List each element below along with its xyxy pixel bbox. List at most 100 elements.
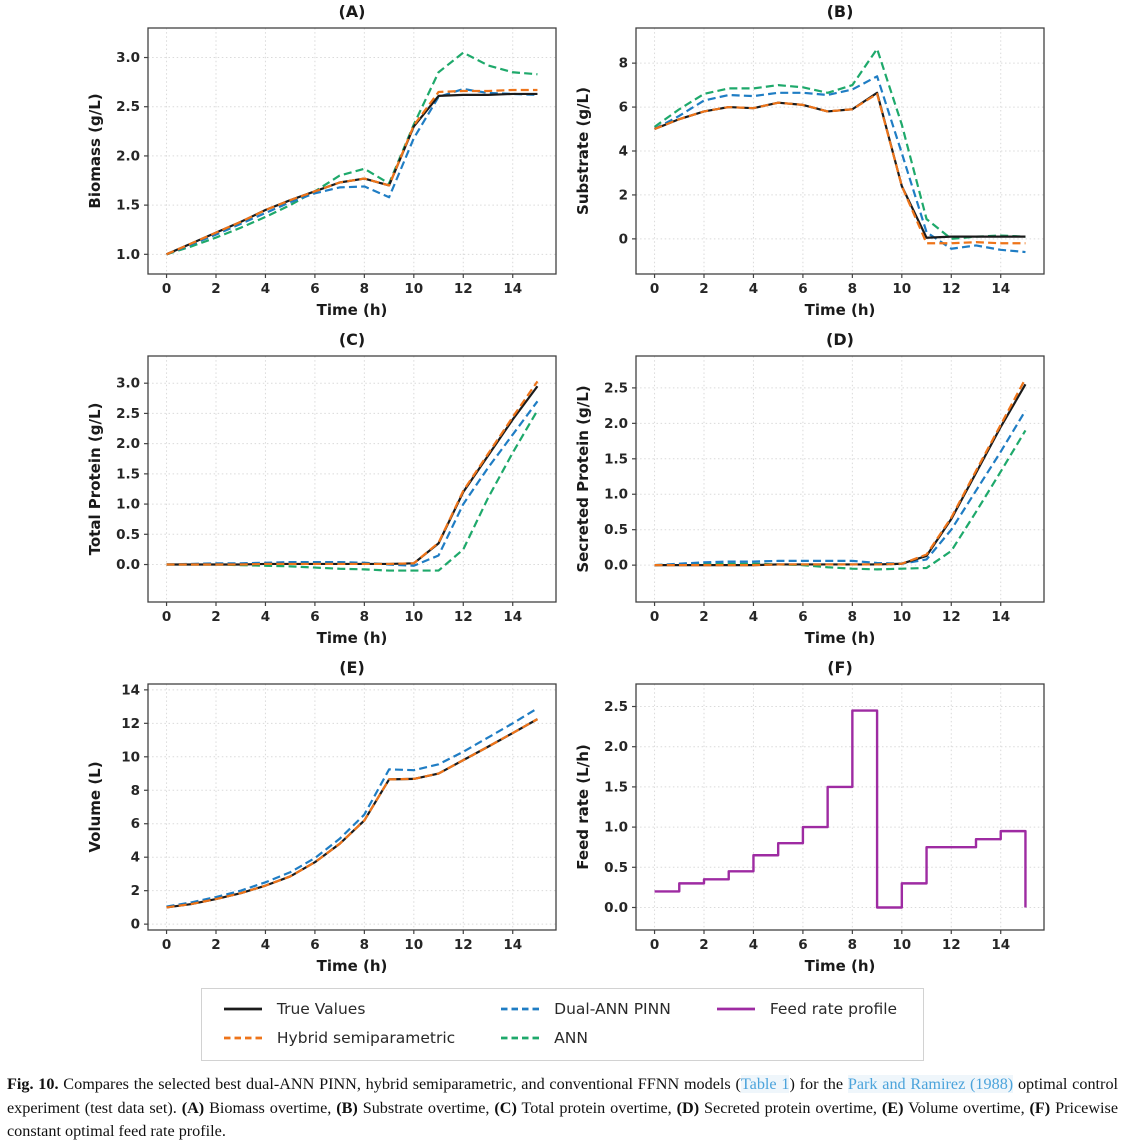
svg-text:0: 0 (162, 281, 171, 297)
tick-marks (144, 382, 514, 606)
svg-text:0.5: 0.5 (604, 522, 628, 538)
svg-text:12: 12 (942, 609, 961, 625)
caption-bold-text: (D) (676, 1098, 700, 1117)
feed-rate-profile-line-sample (716, 1007, 755, 1011)
svg-text:14: 14 (503, 937, 522, 953)
tick-labels: 0 2 4 6 8 10 12 14 0 2 4 6 8 10 12 14 (121, 682, 522, 953)
x-axis-label: Time (h) (317, 301, 388, 319)
chart-title: (C) (339, 330, 365, 349)
svg-text:2: 2 (619, 187, 628, 203)
legend-label: Dual-ANN PINN (554, 1000, 671, 1018)
charts-grid: 0 2 4 6 8 10 12 14 1.0 1.5 2.0 2.5 3.0 (A) Time (h) Bio… (86, 2, 1125, 980)
svg-text:0: 0 (162, 937, 171, 953)
svg-text:2.0: 2.0 (116, 148, 140, 164)
caption-bold-text: (F) (1029, 1098, 1051, 1117)
svg-text:6: 6 (798, 937, 807, 953)
svg-text:12: 12 (942, 281, 961, 297)
svg-text:0: 0 (162, 609, 171, 625)
series-dual-ann-pinn-line (166, 87, 538, 256)
svg-text:10: 10 (404, 609, 423, 625)
svg-text:6: 6 (310, 609, 319, 625)
chart-panel-D: 0 2 4 6 8 10 12 14 0.0 0.5 1.0 1.5 2.0 2.5 (D) Time (h)… (574, 330, 1054, 652)
ann-line-sample (501, 1036, 540, 1040)
svg-text:2.5: 2.5 (116, 99, 140, 115)
legend-label: Feed rate profile (769, 1000, 898, 1018)
park-ramirez-link[interactable]: Park and Ramirez (1988) (847, 1075, 1014, 1093)
svg-text:2.5: 2.5 (116, 406, 140, 422)
gridlines (148, 356, 556, 602)
svg-text:2.0: 2.0 (604, 416, 628, 432)
chart-title: (E) (339, 658, 365, 677)
svg-text:4: 4 (261, 281, 270, 297)
series-dual-ann-pinn-line (654, 75, 1026, 254)
x-axis-label: Time (h) (317, 957, 388, 975)
svg-text:0.0: 0.0 (604, 558, 628, 574)
x-axis-label: Time (h) (805, 301, 876, 319)
plot-border (147, 683, 557, 931)
svg-text:0.5: 0.5 (604, 860, 628, 876)
svg-text:0: 0 (650, 281, 659, 297)
svg-text:4: 4 (261, 937, 270, 953)
y-axis-label: Biomass (g/L) (86, 93, 104, 208)
dual-ann-pinn-line-sample (501, 1007, 540, 1011)
tick-labels: 0 2 4 6 8 10 12 14 0.0 0.5 1.0 1.5 2.0 2.5 (604, 699, 1010, 953)
x-axis-label: Time (h) (317, 629, 388, 647)
series-ann-line (166, 409, 539, 572)
chart-panel-A: 0 2 4 6 8 10 12 14 1.0 1.5 2.0 2.5 3.0 (A) Time (h) Bio… (86, 2, 566, 324)
caption-text: Secreted protein overtime, (699, 1098, 882, 1117)
series-dual-ann-pinn-line (654, 410, 1027, 567)
series-true-values-line (166, 92, 538, 256)
svg-text:2: 2 (131, 883, 140, 899)
svg-text:10: 10 (121, 749, 140, 765)
svg-text:2.5: 2.5 (604, 380, 628, 396)
svg-text:0: 0 (650, 609, 659, 625)
series-true-values-line (654, 91, 1026, 239)
svg-text:2.5: 2.5 (604, 699, 628, 715)
svg-text:2.0: 2.0 (116, 436, 140, 452)
chart-title: (F) (827, 658, 853, 677)
svg-text:12: 12 (454, 609, 473, 625)
chart-E-svg: 0 2 4 6 8 10 12 14 0 2 4 6 8 10 12 14 (E) Time (h) Volume … (86, 658, 557, 975)
gridlines (636, 28, 1044, 274)
tick-marks (144, 689, 514, 934)
series-hybrid-semiparametric-line (654, 378, 1027, 567)
chart-C-svg: 0 2 4 6 8 10 12 14 0.0 0.5 1.0 1.5 2.0 2.5 3.0 (C) Time … (86, 330, 557, 647)
y-axis-label: Total Protein (g/L) (86, 403, 104, 556)
plot-border (147, 355, 557, 603)
svg-text:2: 2 (211, 609, 220, 625)
chart-panel-B: 0 2 4 6 8 10 12 14 0 2 4 6 8 (B) Time (h) Substrate (g/… (574, 2, 1054, 324)
svg-text:12: 12 (121, 716, 140, 732)
svg-text:2: 2 (211, 937, 220, 953)
series-true-values-line (654, 383, 1027, 567)
svg-text:1.0: 1.0 (604, 487, 628, 503)
tick-marks (632, 705, 1002, 934)
tick-marks (144, 56, 514, 278)
svg-text:4: 4 (749, 937, 758, 953)
caption-text: optimal control experiment (test data se… (7, 1075, 1119, 1117)
svg-text:2: 2 (699, 609, 708, 625)
tick-labels: 0 2 4 6 8 10 12 14 0.0 0.5 1.0 1.5 2.0 2.5 (604, 380, 1010, 625)
series-dual-ann-pinn-line (166, 707, 539, 908)
svg-text:14: 14 (991, 609, 1010, 625)
svg-text:2: 2 (699, 937, 708, 953)
svg-text:4: 4 (749, 281, 758, 297)
table-1-link[interactable]: Table 1 (740, 1075, 790, 1093)
caption-text: ) for the (789, 1075, 848, 1093)
svg-text:4: 4 (619, 144, 628, 160)
svg-text:6: 6 (310, 937, 319, 953)
x-axis-label: Time (h) (805, 629, 876, 647)
svg-text:12: 12 (942, 937, 961, 953)
tick-labels: 0 2 4 6 8 10 12 14 0.0 0.5 1.0 1.5 2.0 2.5 3.0 (116, 376, 522, 625)
svg-text:12: 12 (454, 281, 473, 297)
svg-text:8: 8 (360, 609, 369, 625)
tick-labels: 0 2 4 6 8 10 12 14 0 2 4 6 8 (619, 56, 1011, 297)
series-feed-rate-profile-line (654, 709, 1027, 909)
legend-label: True Values (276, 1000, 366, 1018)
chart-panel-C: 0 2 4 6 8 10 12 14 0.0 0.5 1.0 1.5 2.0 2.5 3.0 (C) Time … (86, 330, 566, 652)
svg-text:0: 0 (650, 937, 659, 953)
caption-bold-text: (B) (336, 1098, 358, 1117)
svg-text:14: 14 (503, 609, 522, 625)
svg-text:8: 8 (848, 281, 857, 297)
chart-panel-F: 0 2 4 6 8 10 12 14 0.0 0.5 1.0 1.5 2.0 2.5 (F) Time (h)… (574, 658, 1054, 980)
tick-labels: 0 2 4 6 8 10 12 14 1.0 1.5 2.0 2.5 3.0 (116, 50, 522, 297)
